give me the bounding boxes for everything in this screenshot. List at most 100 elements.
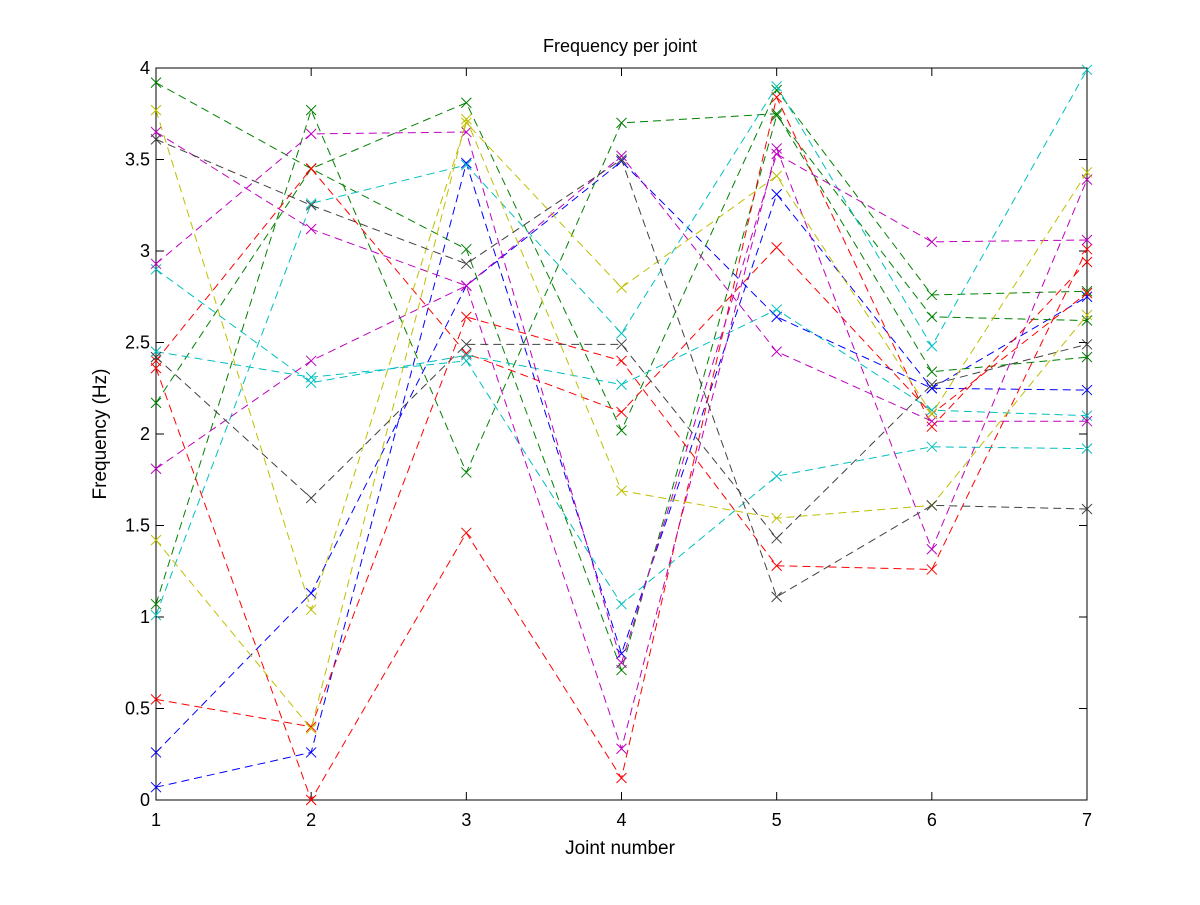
y-tick-label: 1 — [140, 607, 150, 627]
data-point-marker — [460, 311, 472, 323]
data-point-marker — [926, 236, 938, 248]
data-point-marker — [460, 338, 472, 350]
data-point-marker — [926, 543, 938, 555]
data-point-marker — [150, 609, 162, 621]
data-point-marker — [616, 657, 627, 669]
data-point-marker — [1081, 338, 1093, 350]
x-tick-label: 6 — [927, 810, 937, 830]
data-point-marker — [460, 97, 472, 109]
data-point-marker — [150, 104, 162, 116]
data-point-marker — [616, 150, 627, 162]
data-point-marker — [1081, 243, 1093, 255]
y-tick-label: 4 — [140, 58, 150, 78]
data-point-marker — [150, 346, 162, 358]
y-tick-label: 2 — [140, 424, 150, 444]
data-point-marker — [460, 157, 472, 169]
data-point-marker — [305, 794, 317, 806]
data-point-marker — [1081, 291, 1093, 303]
series-10 — [150, 263, 1093, 422]
data-point-marker — [305, 355, 317, 367]
y-axis-label: Frequency (Hz) — [90, 369, 111, 500]
data-point-marker — [305, 492, 317, 504]
data-point-marker — [150, 351, 162, 363]
data-point-marker — [1081, 384, 1093, 396]
data-point-marker — [460, 349, 472, 361]
data-point-marker — [616, 338, 627, 350]
data-point-marker — [616, 485, 627, 497]
data-point-marker — [460, 258, 472, 270]
data-point-marker — [150, 397, 162, 409]
data-point-marker — [1081, 166, 1093, 178]
data-point-marker — [616, 154, 627, 165]
x-tick-label: 5 — [772, 810, 782, 830]
data-point-marker — [926, 289, 938, 301]
y-tick-label: 1.5 — [125, 516, 150, 536]
data-point-marker — [460, 126, 472, 138]
x-tick-label: 1 — [151, 810, 161, 830]
data-point-marker — [150, 598, 162, 610]
data-point-marker — [1081, 503, 1093, 515]
series-13 — [150, 126, 1093, 755]
data-point-marker — [1081, 351, 1093, 363]
data-point-marker — [460, 527, 472, 539]
series-group — [150, 64, 1093, 806]
data-point-marker — [150, 77, 162, 88]
x-tick-label: 4 — [616, 810, 626, 830]
data-point-marker — [150, 534, 162, 546]
data-point-marker — [150, 747, 162, 758]
series-7 — [150, 243, 1093, 733]
data-point-marker — [616, 327, 627, 339]
data-point-marker — [771, 560, 783, 572]
data-point-marker — [616, 424, 627, 436]
data-point-marker — [1081, 410, 1093, 422]
data-point-marker — [771, 91, 783, 103]
data-point-marker — [926, 340, 938, 352]
data-point-marker — [771, 148, 783, 160]
data-point-marker — [616, 743, 627, 755]
data-point-marker — [771, 110, 783, 121]
axes: 1 2 3 4 5 6 7 0 0.5 1 1.5 2 2.5 3 3.5 4 — [125, 58, 1092, 830]
data-point-marker — [150, 134, 162, 145]
data-point-marker — [1081, 285, 1093, 297]
data-point-marker — [926, 311, 938, 323]
data-point-marker — [771, 188, 783, 200]
data-point-marker — [771, 512, 783, 524]
data-point-marker — [771, 304, 783, 315]
data-point-marker — [1081, 287, 1093, 299]
data-point-marker — [305, 604, 317, 616]
data-point-marker — [616, 772, 627, 784]
x-tick-label: 7 — [1082, 810, 1092, 830]
data-point-marker — [1081, 256, 1093, 268]
data-point-marker — [926, 404, 938, 416]
data-point-marker — [771, 470, 783, 482]
data-point-marker — [616, 282, 627, 293]
x-tick-label: 3 — [461, 810, 471, 830]
data-point-marker — [771, 170, 783, 182]
data-point-marker — [616, 598, 627, 610]
data-point-marker — [926, 421, 938, 433]
data-point-marker — [616, 117, 627, 129]
data-point-marker — [150, 258, 162, 270]
data-point-marker — [460, 159, 472, 171]
data-point-marker — [305, 223, 317, 235]
data-point-marker — [1081, 234, 1093, 246]
data-point-marker — [460, 280, 472, 292]
x-tick-label: 2 — [306, 810, 316, 830]
data-point-marker — [616, 406, 627, 418]
data-point-marker — [926, 366, 938, 378]
series-15 — [150, 104, 1093, 616]
data-point-marker — [305, 377, 317, 389]
series-2 — [150, 157, 1093, 793]
data-point-marker — [1081, 309, 1093, 321]
y-tick-label: 2.5 — [125, 333, 150, 353]
series-9 — [150, 346, 1093, 610]
data-point-marker — [150, 263, 162, 275]
data-point-marker — [305, 747, 317, 758]
data-point-marker — [305, 587, 317, 599]
series-6 — [150, 91, 1093, 806]
data-point-marker — [771, 346, 783, 358]
data-point-marker — [460, 355, 472, 367]
